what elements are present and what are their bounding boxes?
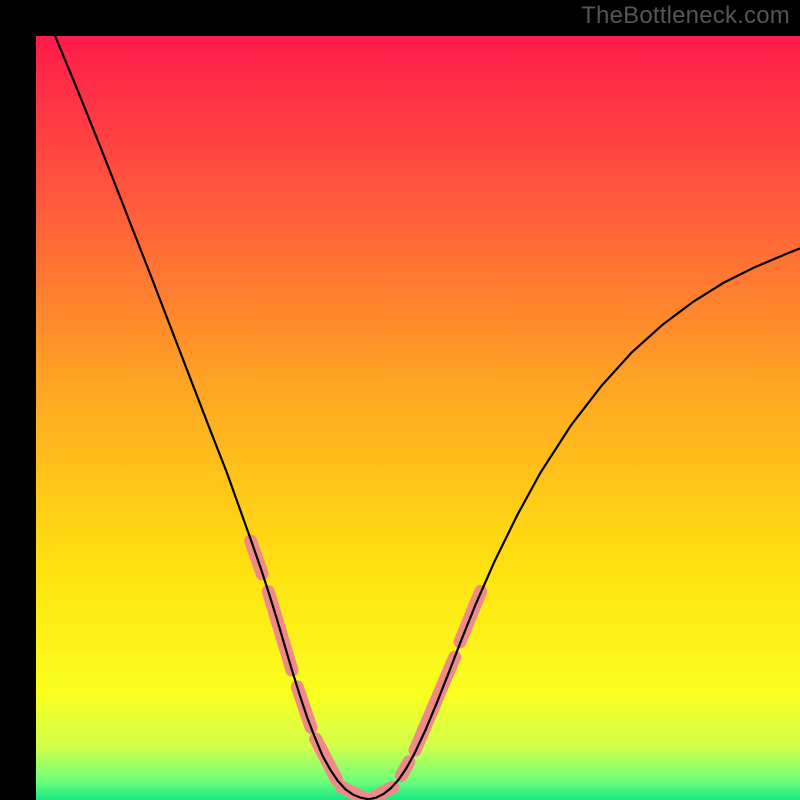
chart-gradient-area bbox=[36, 36, 800, 800]
chart-svg bbox=[36, 36, 800, 800]
watermark-text: TheBottleneck.com bbox=[581, 2, 790, 30]
highlight-segments bbox=[251, 541, 481, 799]
curve-left bbox=[55, 36, 368, 799]
